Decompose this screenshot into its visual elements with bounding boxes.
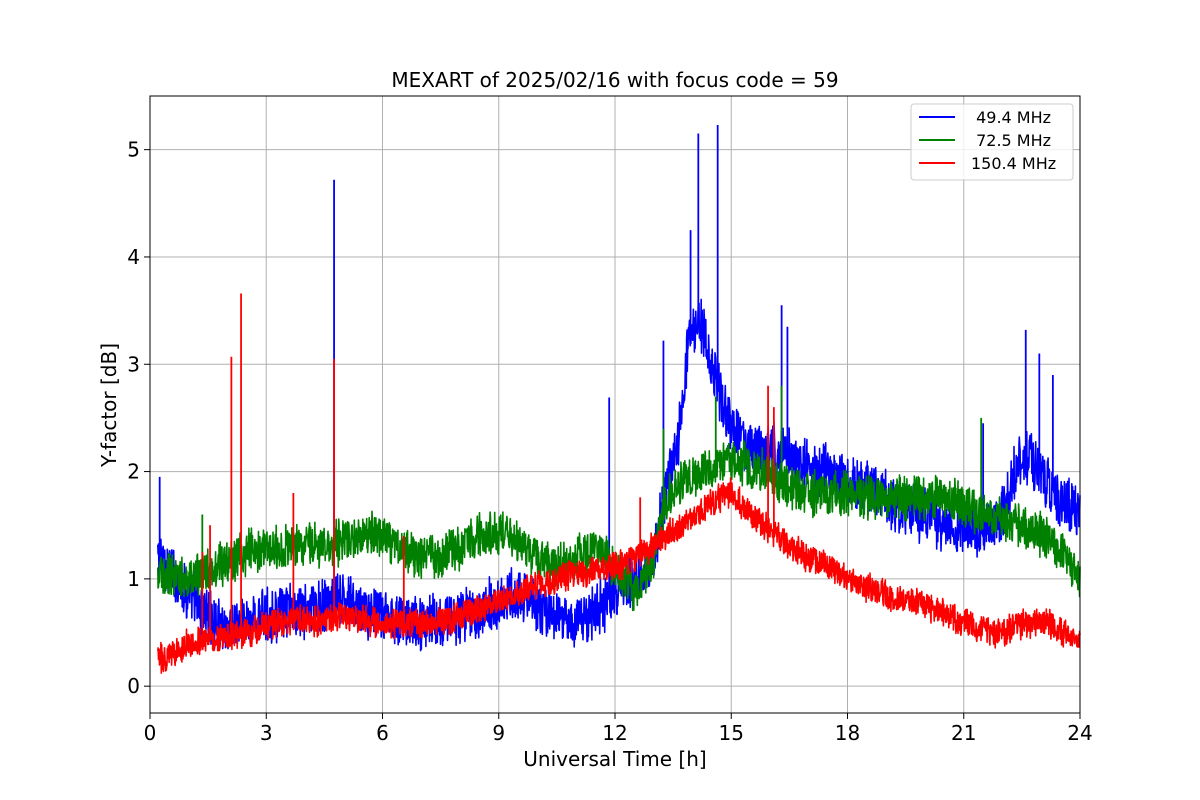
series-layer	[157, 124, 1081, 674]
legend-label: 150.4 MHz	[971, 154, 1056, 173]
x-tick-label: 18	[835, 721, 860, 745]
x-tick-label: 24	[1067, 721, 1092, 745]
legend: 49.4 MHz 72.5 MHz 150.4 MHz	[910, 103, 1074, 181]
x-tick-label: 0	[144, 721, 157, 745]
legend-label: 72.5 MHz	[971, 131, 1051, 150]
y-tick-label: 5	[127, 138, 140, 162]
x-axis-label: Universal Time [h]	[523, 747, 706, 771]
y-tick-label: 0	[127, 674, 140, 698]
series-1	[157, 385, 1081, 612]
y-tick-label: 4	[127, 245, 140, 269]
chart-title: MEXART of 2025/02/16 with focus code = 5…	[391, 68, 838, 92]
x-tick-label: 9	[492, 721, 505, 745]
x-tick-label: 15	[719, 721, 744, 745]
legend-box	[910, 103, 1074, 181]
y-axis-label: Y-factor [dB]	[97, 343, 121, 468]
series-line	[157, 439, 1081, 612]
x-tick-label: 3	[260, 721, 273, 745]
y-tick-label: 1	[127, 567, 140, 591]
series-line	[157, 476, 1081, 674]
x-tick-label: 6	[376, 721, 389, 745]
legend-label: 49.4 MHz	[971, 108, 1051, 127]
series-2	[157, 293, 1081, 674]
y-tick-label: 2	[127, 460, 140, 484]
x-tick-label: 12	[602, 721, 627, 745]
x-tick-label: 21	[951, 721, 976, 745]
y-tick-label: 3	[127, 352, 140, 376]
